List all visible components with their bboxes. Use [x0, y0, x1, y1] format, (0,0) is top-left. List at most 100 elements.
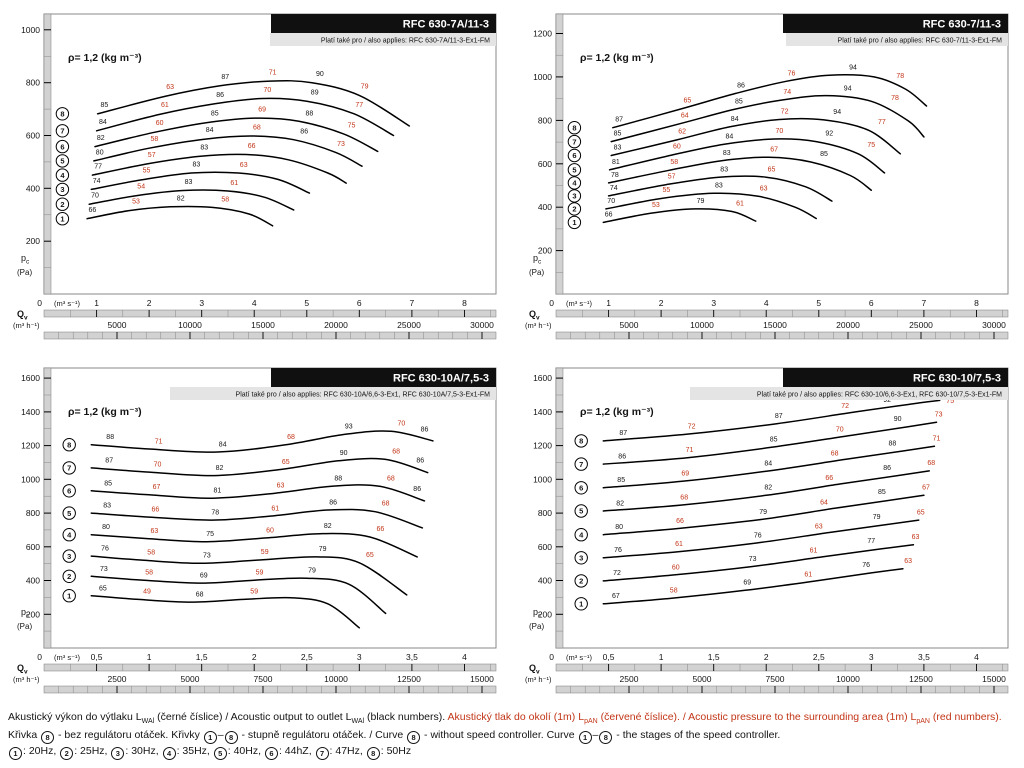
svg-text:59: 59 — [256, 570, 264, 577]
stage-circle-8: 8 — [366, 747, 380, 761]
svg-text:86: 86 — [300, 129, 308, 136]
svg-text:4: 4 — [67, 530, 72, 539]
svg-text:(Pa): (Pa) — [17, 622, 32, 631]
svg-text:800: 800 — [26, 508, 40, 518]
svg-text:12500: 12500 — [397, 674, 421, 684]
svg-text:6: 6 — [869, 298, 874, 308]
svg-text:8: 8 — [67, 440, 71, 449]
svg-text:10000: 10000 — [690, 320, 714, 330]
svg-text:7: 7 — [579, 460, 583, 469]
svg-text:86: 86 — [421, 426, 429, 433]
svg-text:600: 600 — [538, 159, 552, 169]
svg-text:83: 83 — [720, 166, 728, 173]
svg-text:(Pa): (Pa) — [529, 268, 544, 277]
svg-text:1,5: 1,5 — [196, 652, 208, 662]
svg-text:68: 68 — [196, 591, 204, 598]
svg-text:5: 5 — [67, 509, 71, 518]
svg-text:58: 58 — [145, 570, 153, 577]
svg-text:80: 80 — [615, 524, 623, 531]
svg-text:66: 66 — [89, 207, 97, 214]
svg-text:81: 81 — [612, 159, 620, 166]
svg-text:73: 73 — [337, 141, 345, 148]
svg-text:3: 3 — [67, 552, 71, 561]
svg-text:73: 73 — [935, 412, 943, 419]
svg-text:2,5: 2,5 — [301, 652, 313, 662]
svg-text:6: 6 — [579, 484, 583, 493]
svg-text:70: 70 — [91, 193, 99, 200]
svg-text:65: 65 — [684, 97, 692, 104]
svg-text:86: 86 — [329, 499, 337, 506]
svg-text:1000: 1000 — [533, 72, 552, 82]
svg-text:70: 70 — [398, 420, 406, 427]
svg-text:400: 400 — [26, 183, 40, 193]
svg-text:200: 200 — [26, 236, 40, 246]
svg-text:67: 67 — [922, 485, 930, 492]
svg-text:(m³ s⁻¹): (m³ s⁻¹) — [54, 653, 81, 662]
svg-text:7500: 7500 — [766, 674, 785, 684]
svg-text:1: 1 — [579, 600, 583, 609]
svg-text:400: 400 — [538, 202, 552, 212]
stage-circle-8: 8 — [599, 730, 613, 744]
svg-text:84: 84 — [731, 116, 739, 123]
svg-text:3,5: 3,5 — [918, 652, 930, 662]
svg-text:4: 4 — [60, 171, 65, 180]
svg-text:1200: 1200 — [533, 441, 552, 451]
svg-text:79: 79 — [361, 84, 369, 91]
svg-text:63: 63 — [240, 162, 248, 169]
svg-text:800: 800 — [538, 115, 552, 125]
svg-text:80: 80 — [96, 149, 104, 156]
svg-text:63: 63 — [760, 185, 768, 192]
svg-text:78: 78 — [891, 95, 899, 102]
svg-text:ρ= 1,2 (kg m⁻³): ρ= 1,2 (kg m⁻³) — [68, 52, 142, 64]
svg-text:85: 85 — [104, 480, 112, 487]
svg-text:53: 53 — [652, 202, 660, 209]
svg-text:55: 55 — [143, 168, 151, 175]
svg-text:85: 85 — [617, 477, 625, 484]
svg-text:70: 70 — [776, 128, 784, 135]
svg-text:Platí také pro / also applies:: Platí také pro / also applies: RFC 630-7… — [321, 38, 490, 45]
svg-text:1200: 1200 — [533, 29, 552, 39]
svg-text:1400: 1400 — [533, 407, 552, 417]
svg-text:Qv: Qv — [529, 663, 540, 676]
svg-text:88: 88 — [334, 475, 342, 482]
svg-text:7: 7 — [410, 298, 415, 308]
svg-text:0: 0 — [549, 652, 554, 662]
svg-text:70: 70 — [154, 461, 162, 468]
svg-text:4: 4 — [572, 179, 577, 188]
svg-text:53: 53 — [132, 199, 140, 206]
svg-text:2: 2 — [252, 652, 257, 662]
svg-text:61: 61 — [161, 102, 169, 109]
svg-text:55: 55 — [663, 187, 671, 194]
svg-text:RFC 630-10/7,5-3: RFC 630-10/7,5-3 — [913, 373, 1001, 385]
svg-text:74: 74 — [93, 178, 101, 185]
svg-text:2: 2 — [572, 205, 576, 214]
chart-rfc-630-10-7-5-3: 200 400 600 800 1000 1200 1400 1600 1 67 58 69 61 76 6… — [520, 358, 1016, 702]
stage-circle-8: 8 — [407, 730, 421, 744]
svg-text:72: 72 — [688, 423, 696, 430]
svg-text:88: 88 — [106, 434, 114, 441]
svg-text:92: 92 — [883, 397, 891, 404]
svg-text:5000: 5000 — [108, 320, 127, 330]
svg-text:5000: 5000 — [181, 674, 200, 684]
svg-text:66: 66 — [676, 518, 684, 525]
svg-text:84: 84 — [99, 119, 107, 126]
svg-text:8: 8 — [974, 298, 979, 308]
svg-text:85: 85 — [101, 102, 109, 109]
svg-text:71: 71 — [686, 447, 694, 454]
svg-text:68: 68 — [387, 475, 395, 482]
svg-text:94: 94 — [833, 109, 841, 116]
svg-text:6: 6 — [357, 298, 362, 308]
svg-text:Qv: Qv — [17, 309, 28, 322]
svg-text:68: 68 — [831, 450, 839, 457]
svg-text:93: 93 — [345, 424, 353, 431]
stage-circle-1: 1 — [578, 730, 592, 744]
svg-text:3: 3 — [572, 192, 576, 201]
svg-text:15000: 15000 — [982, 674, 1006, 684]
svg-text:68: 68 — [392, 448, 400, 455]
svg-text:94: 94 — [844, 86, 852, 93]
svg-text:1: 1 — [67, 591, 71, 600]
svg-text:800: 800 — [26, 78, 40, 88]
svg-text:63: 63 — [904, 558, 912, 565]
svg-text:25000: 25000 — [909, 320, 933, 330]
